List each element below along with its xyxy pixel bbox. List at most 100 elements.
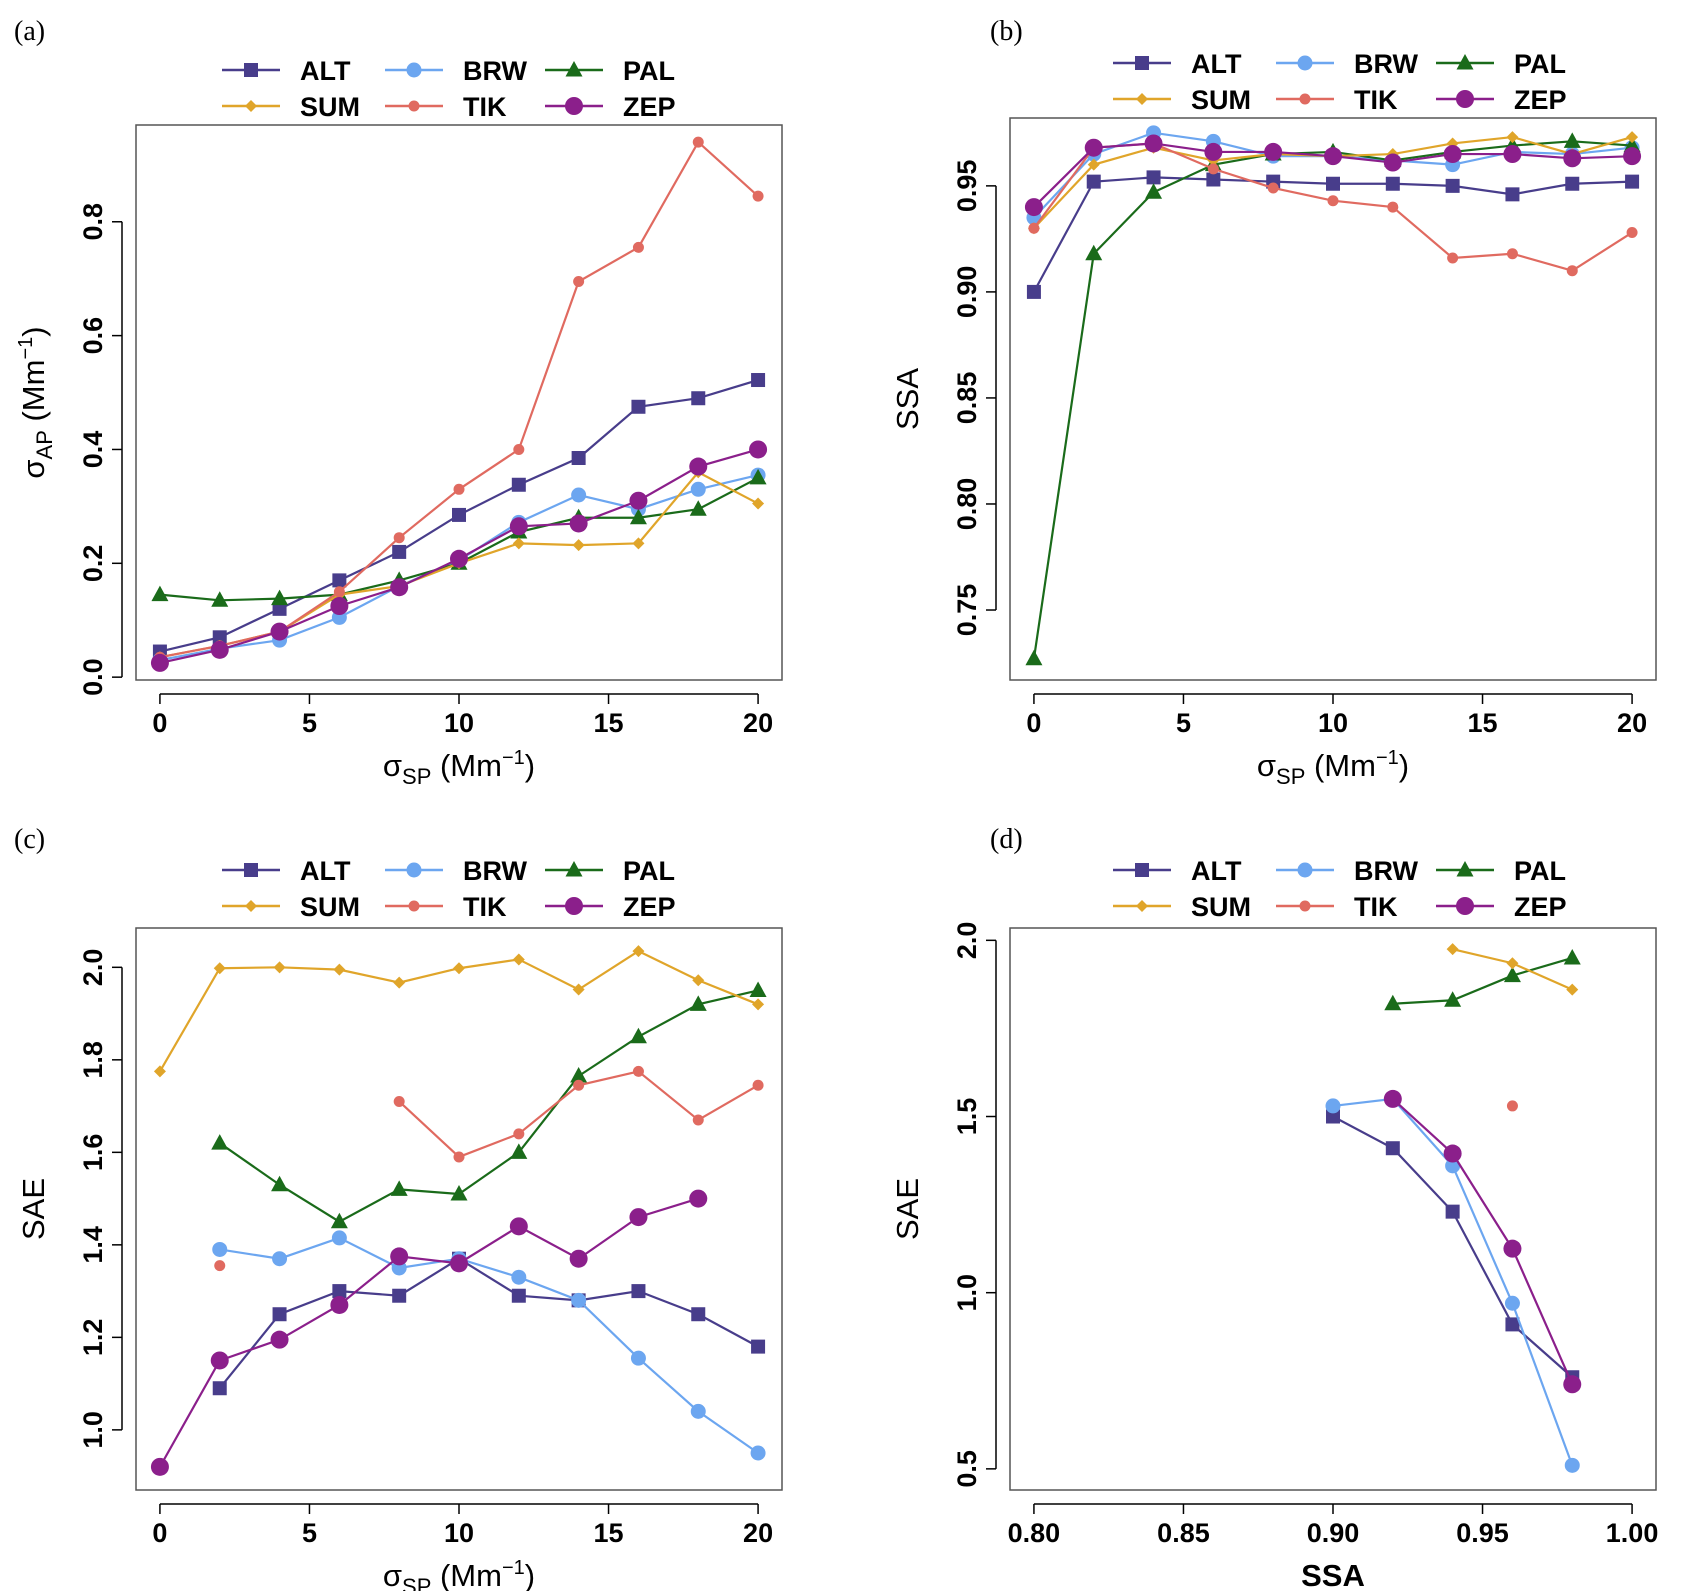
data-point-alt <box>1326 1109 1340 1124</box>
legend-marker-zep <box>565 97 583 115</box>
data-point-tik <box>692 136 704 148</box>
series-pal <box>1384 948 1581 1011</box>
y-axis-title: SSA <box>890 368 925 430</box>
data-point-sum <box>1506 131 1519 144</box>
x-axis: 0 5 10 15 20 <box>1026 693 1647 738</box>
y-axis-title: SAE <box>890 1178 925 1240</box>
data-point-sum <box>1446 943 1459 956</box>
data-point-alt <box>571 451 586 465</box>
data-point-sum <box>572 983 585 996</box>
data-point-brw <box>272 1251 288 1267</box>
data-point-zep <box>390 1247 409 1266</box>
data-point-pal <box>1145 183 1163 199</box>
x-axis: 0 5 10 15 20 <box>152 693 773 738</box>
x-tick-label: 15 <box>594 708 624 738</box>
data-point-zep <box>330 1295 349 1314</box>
x-tick-label: 15 <box>1468 708 1498 738</box>
data-point-tik <box>1028 222 1040 234</box>
data-point-sum <box>512 537 525 550</box>
data-point-pal <box>570 1067 588 1083</box>
data-point-alt <box>212 630 227 645</box>
legend-label-tik: TIK <box>463 892 507 922</box>
legend-label-sum: SUM <box>1191 892 1251 922</box>
panel-label: (a) <box>14 16 45 47</box>
x-axis: 0 5 10 15 20 <box>152 1503 773 1548</box>
legend: ALT BRW PAL SUM TIK ZEP <box>1113 856 1567 922</box>
legend-label-sum: SUM <box>300 892 360 922</box>
x-tick-label: 0.85 <box>1157 1518 1210 1548</box>
data-point-tik <box>573 1079 585 1091</box>
y-tick-label: 0.95 <box>952 160 982 213</box>
data-point-brw <box>630 1350 646 1366</box>
data-point-pal <box>689 500 707 516</box>
legend-marker-pal <box>565 61 583 77</box>
x-tick-label: 10 <box>1318 708 1348 738</box>
data-point-brw <box>331 1230 347 1246</box>
data-point-pal <box>749 981 767 997</box>
data-point-alt <box>332 1284 347 1299</box>
data-point-alt <box>272 601 287 616</box>
series-sum <box>153 945 765 1078</box>
x-tick-label: 5 <box>1176 708 1191 738</box>
data-point-pal <box>1085 244 1103 261</box>
y-tick-label: 1.8 <box>78 1041 108 1079</box>
data-point-alt <box>272 1307 287 1322</box>
data-point-sum <box>453 962 465 975</box>
x-axis-title: σSP (Mm−1) <box>383 747 535 789</box>
data-point-alt <box>1086 174 1101 189</box>
series-zep <box>150 440 768 672</box>
data-point-alt <box>751 373 766 388</box>
data-point-pal <box>1563 948 1581 965</box>
data-point-tik <box>1506 1100 1518 1112</box>
series-brw <box>1026 125 1640 226</box>
y-tick-label: 1.2 <box>78 1319 108 1357</box>
plot-frame <box>135 124 783 681</box>
series-line-pal <box>159 476 759 602</box>
data-point-tik <box>692 1114 704 1126</box>
y-tick-label: 0.5 <box>952 1450 982 1488</box>
data-point-zep <box>569 514 588 533</box>
legend-marker-brw <box>406 62 422 78</box>
series-zep <box>150 1189 708 1476</box>
data-point-brw <box>1504 1295 1520 1311</box>
y-tick-label: 1.0 <box>952 1274 982 1312</box>
series-brw <box>212 1230 766 1461</box>
data-point-pal <box>151 585 169 602</box>
data-point-brw <box>690 481 706 497</box>
data-point-zep <box>1383 1089 1402 1108</box>
legend-label-zep: ZEP <box>1514 85 1567 115</box>
data-point-brw <box>1564 1457 1580 1473</box>
series-pal <box>1025 132 1641 666</box>
data-point-alt <box>332 573 347 588</box>
legend-marker-pal <box>565 861 583 877</box>
data-point-zep <box>1623 147 1642 166</box>
x-tick-label: 15 <box>594 1518 624 1548</box>
legend-marker-pal <box>1456 54 1474 70</box>
y-tick-label: 1.6 <box>78 1134 108 1172</box>
x-tick-label: 1.00 <box>1606 1518 1659 1548</box>
data-point-tik <box>1566 265 1578 277</box>
legend-marker-sum <box>245 100 257 112</box>
y-tick-label: 0.85 <box>952 372 982 425</box>
series-pal <box>211 981 767 1229</box>
y-tick-label: 0.75 <box>952 584 982 637</box>
data-point-sum <box>1087 158 1100 171</box>
data-point-tik <box>214 1260 226 1272</box>
series-tik <box>154 136 764 663</box>
data-point-zep <box>689 457 708 476</box>
y-axis-title: SAE <box>16 1178 51 1240</box>
series-line-zep <box>158 1197 699 1468</box>
y-axis: 0.5 1.0 1.5 2.0 <box>952 922 997 1488</box>
data-point-brw <box>1325 1098 1341 1114</box>
y-tick-label: 1.4 <box>78 1226 108 1264</box>
data-point-alt <box>511 477 526 492</box>
data-point-zep <box>1443 1144 1462 1163</box>
data-point-pal <box>450 1184 468 1201</box>
data-point-tik <box>1387 201 1399 213</box>
y-tick-label: 1.0 <box>78 1411 108 1449</box>
x-axis: 0.80 0.85 0.90 0.95 1.00 <box>1008 1503 1659 1548</box>
data-point-zep <box>629 491 648 510</box>
data-point-sum <box>632 537 645 550</box>
legend-label-zep: ZEP <box>1514 892 1567 922</box>
